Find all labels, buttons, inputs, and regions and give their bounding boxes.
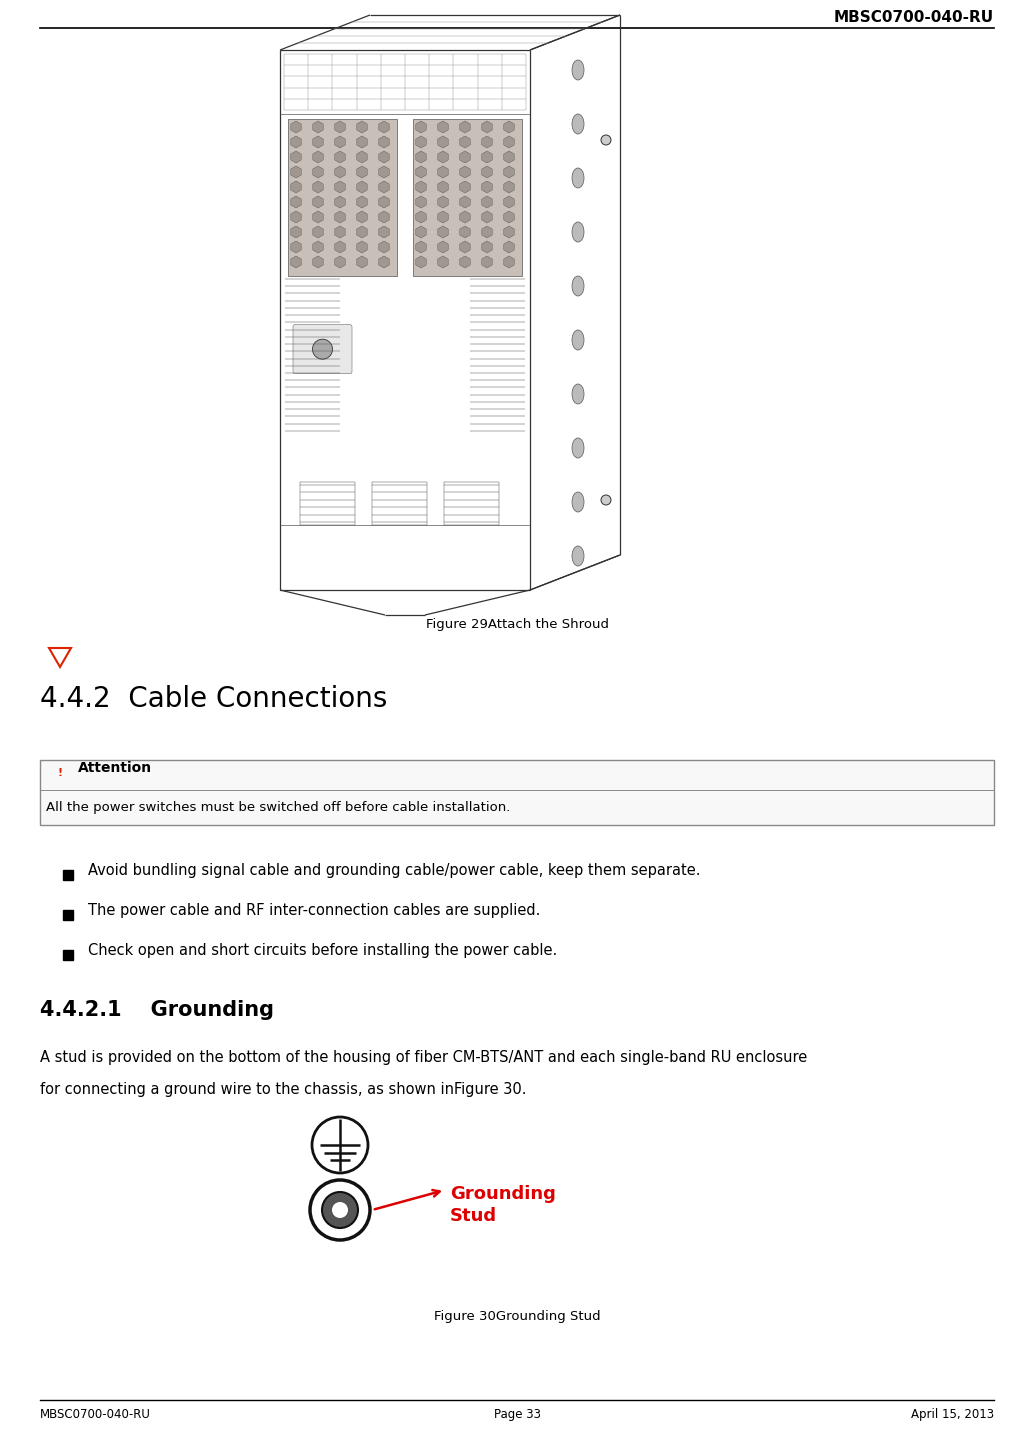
Ellipse shape <box>572 114 584 134</box>
Circle shape <box>332 1203 348 1218</box>
Text: Avoid bundling signal cable and grounding cable/power cable, keep them separate.: Avoid bundling signal cable and groundin… <box>88 862 700 878</box>
Ellipse shape <box>572 276 584 296</box>
Text: Attention: Attention <box>78 761 152 775</box>
Bar <box>40 759 994 825</box>
Text: Grounding
Stud: Grounding Stud <box>450 1185 556 1226</box>
Circle shape <box>312 339 333 359</box>
Text: All the power switches must be switched off before cable installation.: All the power switches must be switched … <box>45 801 511 814</box>
Ellipse shape <box>572 385 584 405</box>
Text: Figure 29Attach the Shroud: Figure 29Attach the Shroud <box>426 618 608 631</box>
Bar <box>413 119 522 276</box>
Text: Figure 30Grounding Stud: Figure 30Grounding Stud <box>433 1310 601 1323</box>
Text: 4.4.2.1    Grounding: 4.4.2.1 Grounding <box>40 1000 274 1020</box>
Text: A stud is provided on the bottom of the housing of fiber CM-BTS/ANT and each sin: A stud is provided on the bottom of the … <box>40 1050 808 1065</box>
Ellipse shape <box>572 438 584 458</box>
Ellipse shape <box>572 546 584 566</box>
Text: 4.4.2  Cable Connections: 4.4.2 Cable Connections <box>40 685 388 714</box>
Text: MBSC0700-040-RU: MBSC0700-040-RU <box>40 1409 151 1421</box>
Circle shape <box>322 1193 358 1228</box>
Text: April 15, 2013: April 15, 2013 <box>911 1409 994 1421</box>
Bar <box>288 119 397 276</box>
Text: Page 33: Page 33 <box>493 1409 541 1421</box>
Text: for connecting a ground wire to the chassis, as shown inFigure 30.: for connecting a ground wire to the chas… <box>40 1083 526 1097</box>
Ellipse shape <box>572 330 584 350</box>
Ellipse shape <box>572 60 584 80</box>
Circle shape <box>601 134 611 144</box>
Polygon shape <box>49 648 71 666</box>
Text: !: ! <box>58 768 63 778</box>
Ellipse shape <box>572 222 584 242</box>
Text: The power cable and RF inter-connection cables are supplied.: The power cable and RF inter-connection … <box>88 902 541 918</box>
Circle shape <box>601 495 611 505</box>
Ellipse shape <box>572 492 584 512</box>
Bar <box>63 950 73 960</box>
FancyBboxPatch shape <box>293 325 352 373</box>
Ellipse shape <box>572 167 584 187</box>
Bar <box>63 909 73 919</box>
Text: Check open and short circuits before installing the power cable.: Check open and short circuits before ins… <box>88 942 557 958</box>
Bar <box>63 869 73 879</box>
Text: MBSC0700-040-RU: MBSC0700-040-RU <box>833 10 994 24</box>
